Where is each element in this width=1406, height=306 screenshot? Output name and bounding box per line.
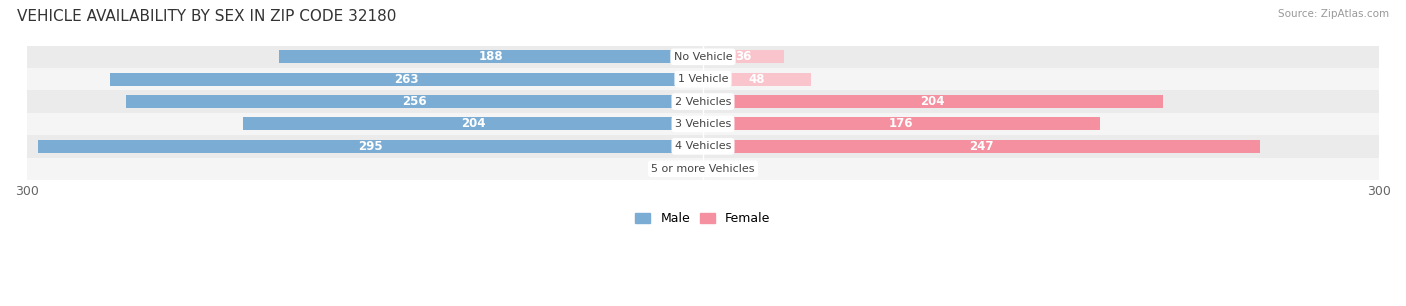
Text: 0: 0	[662, 162, 669, 175]
Bar	[110, 73, 703, 86]
Text: 263: 263	[395, 73, 419, 86]
Bar	[27, 158, 1379, 180]
Bar	[38, 140, 703, 153]
Text: Source: ZipAtlas.com: Source: ZipAtlas.com	[1278, 9, 1389, 19]
Text: 256: 256	[402, 95, 427, 108]
Bar	[27, 46, 1379, 68]
Text: 188: 188	[479, 50, 503, 63]
Bar	[703, 140, 1260, 153]
Text: 247: 247	[969, 140, 994, 153]
Bar	[703, 50, 785, 63]
Bar	[280, 50, 703, 63]
Text: 176: 176	[889, 118, 914, 130]
Text: 204: 204	[461, 118, 485, 130]
Text: 2 Vehicles: 2 Vehicles	[675, 97, 731, 106]
Text: No Vehicle: No Vehicle	[673, 52, 733, 62]
Text: VEHICLE AVAILABILITY BY SEX IN ZIP CODE 32180: VEHICLE AVAILABILITY BY SEX IN ZIP CODE …	[17, 9, 396, 24]
Legend: Male, Female: Male, Female	[630, 207, 776, 230]
Text: 5 or more Vehicles: 5 or more Vehicles	[651, 164, 755, 174]
Bar	[27, 90, 1379, 113]
Bar	[27, 135, 1379, 158]
Bar	[27, 113, 1379, 135]
Bar	[703, 95, 1163, 108]
Text: 3 Vehicles: 3 Vehicles	[675, 119, 731, 129]
Text: 204: 204	[921, 95, 945, 108]
Bar	[243, 118, 703, 130]
Text: 0: 0	[737, 162, 744, 175]
Text: 1 Vehicle: 1 Vehicle	[678, 74, 728, 84]
Text: 36: 36	[735, 50, 752, 63]
Bar	[703, 73, 811, 86]
Text: 48: 48	[749, 73, 765, 86]
Text: 295: 295	[359, 140, 382, 153]
Bar	[127, 95, 703, 108]
Bar	[27, 68, 1379, 90]
Bar	[703, 118, 1099, 130]
Text: 4 Vehicles: 4 Vehicles	[675, 141, 731, 151]
